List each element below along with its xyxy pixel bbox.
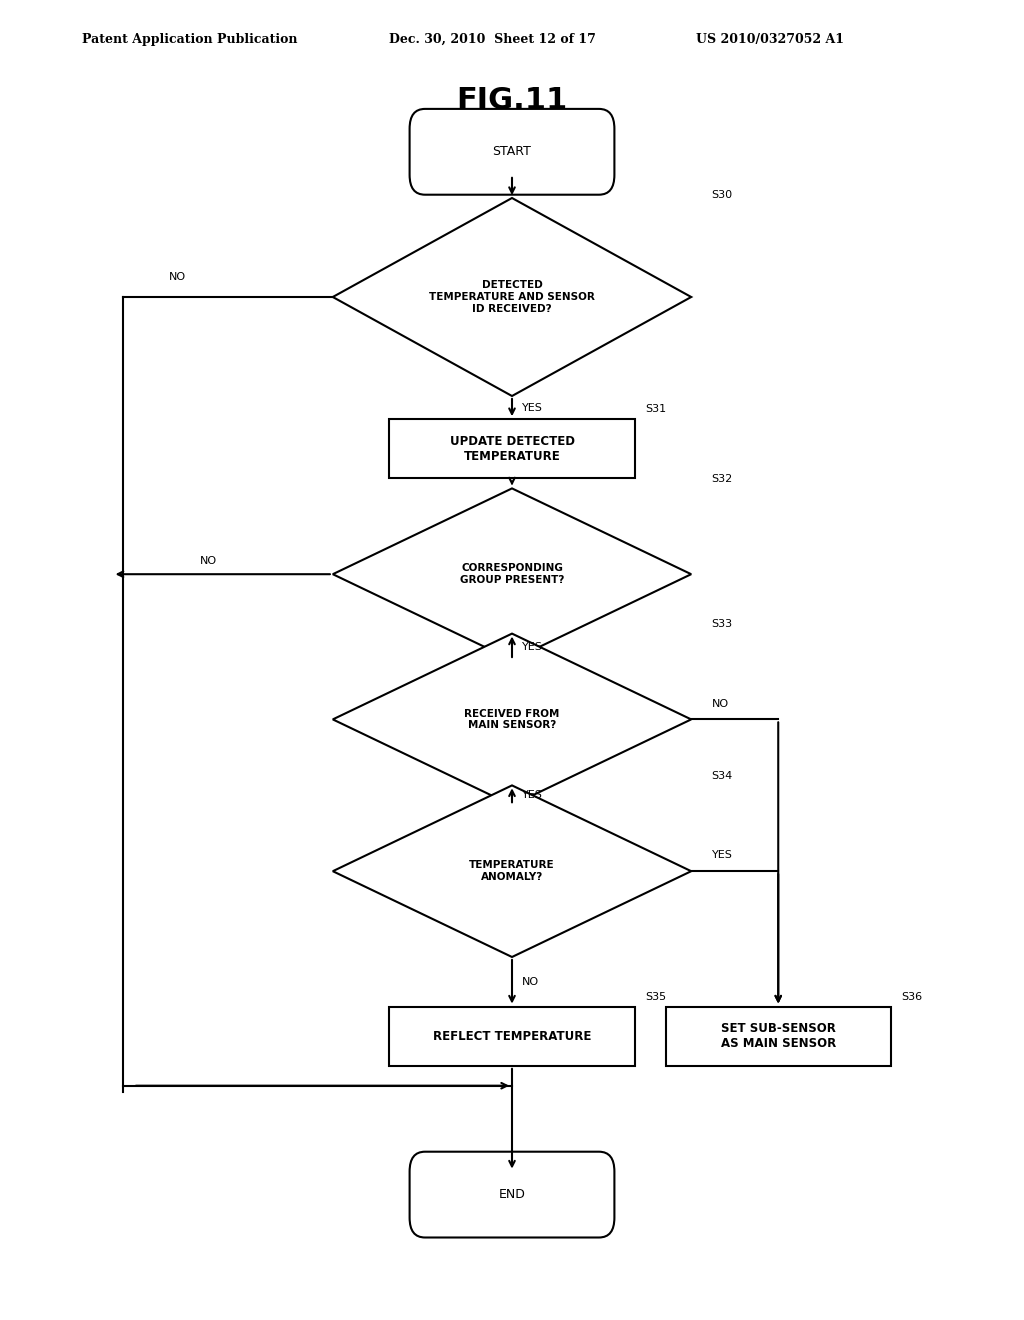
Text: REFLECT TEMPERATURE: REFLECT TEMPERATURE <box>433 1030 591 1043</box>
Text: NO: NO <box>522 977 540 987</box>
Text: S32: S32 <box>712 474 733 484</box>
Text: NO: NO <box>712 698 729 709</box>
Polygon shape <box>333 488 691 660</box>
Text: US 2010/0327052 A1: US 2010/0327052 A1 <box>696 33 845 46</box>
Bar <box>389 1006 635 1067</box>
Text: Dec. 30, 2010  Sheet 12 of 17: Dec. 30, 2010 Sheet 12 of 17 <box>389 33 596 46</box>
Text: YES: YES <box>522 642 543 652</box>
Text: NO: NO <box>169 272 186 282</box>
Bar <box>389 418 635 478</box>
Text: Patent Application Publication: Patent Application Publication <box>82 33 297 46</box>
FancyBboxPatch shape <box>410 110 614 195</box>
Polygon shape <box>333 634 691 805</box>
Text: START: START <box>493 145 531 158</box>
Bar <box>666 1006 891 1067</box>
FancyBboxPatch shape <box>410 1151 614 1238</box>
Text: YES: YES <box>522 791 543 800</box>
Text: S34: S34 <box>712 771 733 781</box>
Text: S36: S36 <box>901 991 923 1002</box>
Text: SET SUB-SENSOR
AS MAIN SENSOR: SET SUB-SENSOR AS MAIN SENSOR <box>721 1022 836 1051</box>
Text: YES: YES <box>712 850 732 861</box>
Text: YES: YES <box>522 403 543 413</box>
Polygon shape <box>333 785 691 957</box>
Text: FIG.11: FIG.11 <box>457 86 567 115</box>
Text: S31: S31 <box>645 404 667 414</box>
Text: S35: S35 <box>645 991 667 1002</box>
Text: UPDATE DETECTED
TEMPERATURE: UPDATE DETECTED TEMPERATURE <box>450 434 574 463</box>
Text: CORRESPONDING
GROUP PRESENT?: CORRESPONDING GROUP PRESENT? <box>460 564 564 585</box>
Text: NO: NO <box>200 556 217 566</box>
Text: S30: S30 <box>712 190 733 201</box>
Polygon shape <box>333 198 691 396</box>
Text: S33: S33 <box>712 619 733 630</box>
Text: END: END <box>499 1188 525 1201</box>
Text: TEMPERATURE
ANOMALY?: TEMPERATURE ANOMALY? <box>469 861 555 882</box>
Text: DETECTED
TEMPERATURE AND SENSOR
ID RECEIVED?: DETECTED TEMPERATURE AND SENSOR ID RECEI… <box>429 280 595 314</box>
Text: RECEIVED FROM
MAIN SENSOR?: RECEIVED FROM MAIN SENSOR? <box>464 709 560 730</box>
